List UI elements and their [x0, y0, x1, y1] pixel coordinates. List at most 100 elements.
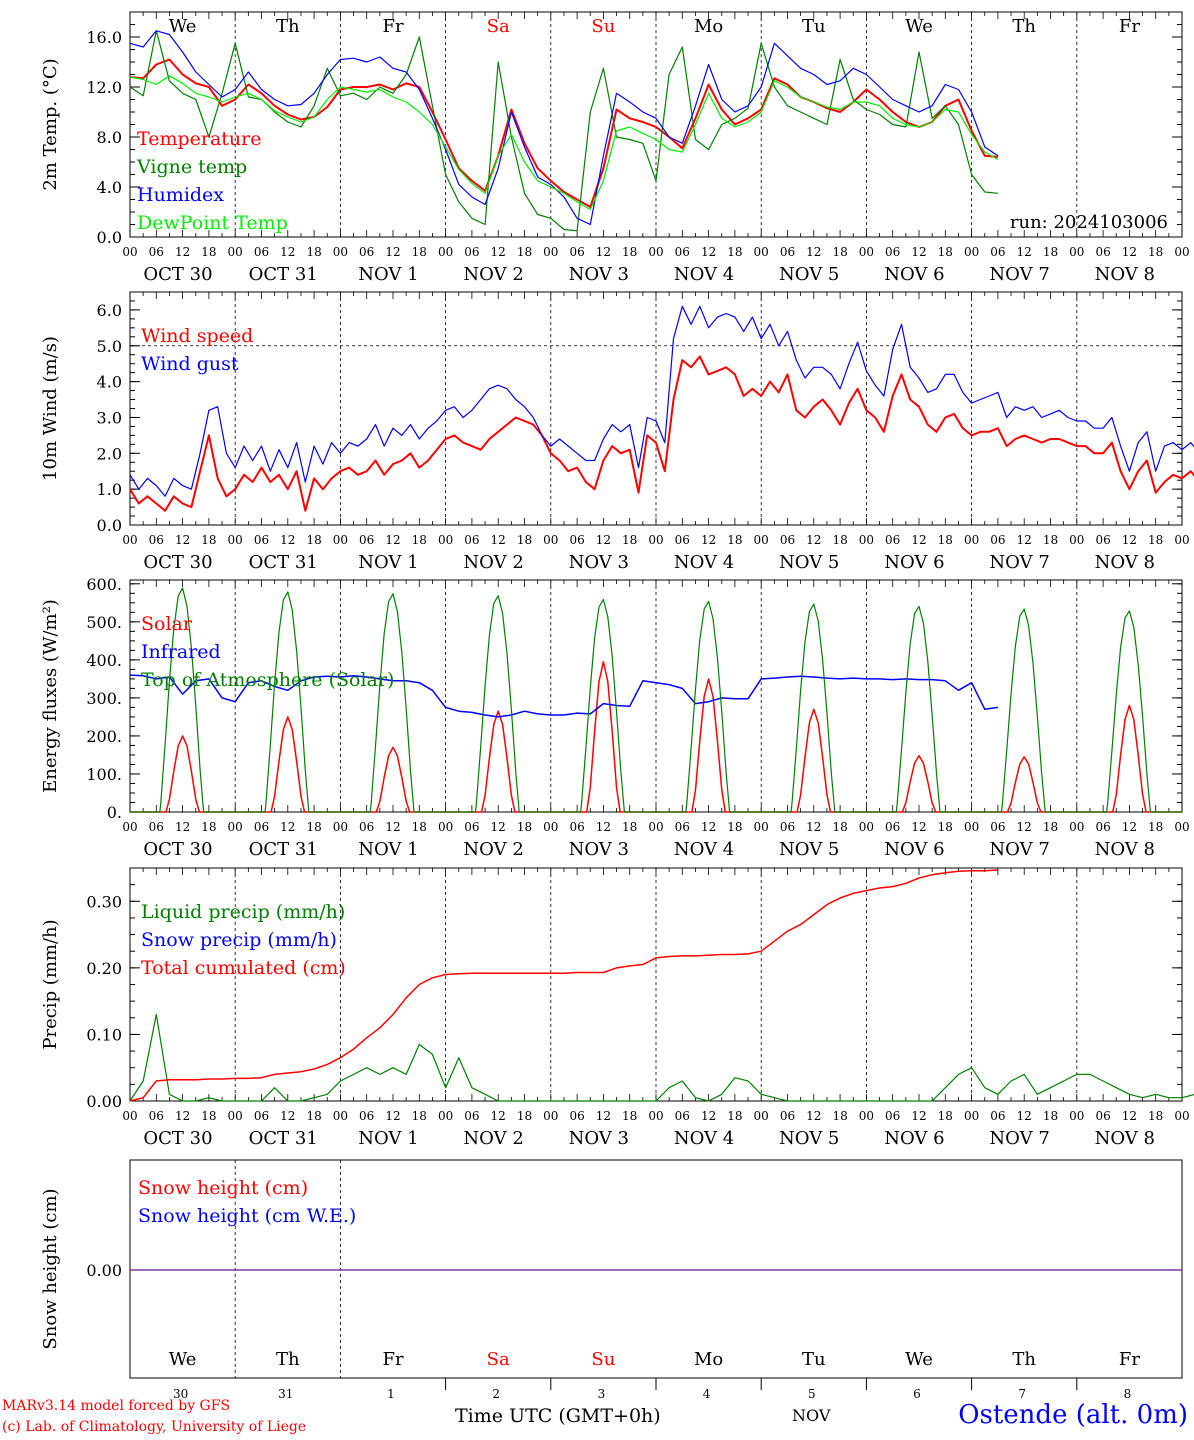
hour-label: 06 [885, 820, 900, 834]
hour-label: 06 [254, 1109, 269, 1123]
weekday-label: We [169, 16, 197, 37]
hour-label: 06 [885, 245, 900, 259]
y-axis-title: Snow height (cm) [40, 1188, 61, 1349]
hour-label: 12 [1122, 820, 1137, 834]
hour-label: 18 [1043, 1109, 1058, 1123]
y-axis-title: Precip (mm/h) [40, 919, 61, 1049]
hour-label: 12 [596, 533, 611, 547]
date-label: NOV 1 [358, 264, 418, 285]
weekday-label: We [905, 16, 933, 37]
series-line-liquid-precip-mm-h- [129, 1013, 1194, 1102]
hour-label: 12 [175, 245, 190, 259]
hour-label: 12 [806, 820, 821, 834]
hour-label: 18 [201, 245, 216, 259]
hour-label: 12 [175, 820, 190, 834]
date-label: NOV 6 [884, 839, 944, 860]
hour-label: 00 [754, 245, 769, 259]
hour-label: 06 [1095, 820, 1110, 834]
hour-label: 18 [517, 820, 532, 834]
hour-label: 00 [964, 820, 979, 834]
hour-label: 00 [1069, 533, 1084, 547]
date-label: OCT 30 [143, 839, 212, 860]
y-tick-label: 0.10 [86, 1025, 122, 1044]
legend-entry: Solar [141, 613, 193, 635]
hour-label: 06 [569, 245, 584, 259]
y-tick-label: 0.30 [86, 892, 122, 911]
legend-entry: Snow height (cm W.E.) [138, 1205, 356, 1227]
date-label: OCT 31 [249, 264, 318, 285]
hour-label: 12 [911, 533, 926, 547]
date-label: NOV 6 [884, 264, 944, 285]
hour-label: 00 [122, 820, 137, 834]
y-tick-label: 0. [107, 803, 122, 822]
series-line-wind-gust [129, 305, 1194, 497]
hour-label: 18 [201, 820, 216, 834]
y-tick-label: 4.0 [97, 373, 122, 392]
hour-label: 00 [228, 533, 243, 547]
legend-entry: Top of Atmosphere (Solar) [141, 669, 394, 691]
weekday-label: Th [276, 1349, 300, 1370]
hour-label: 12 [491, 820, 506, 834]
hour-label: 12 [596, 245, 611, 259]
hour-label: 12 [1122, 533, 1137, 547]
date-label: NOV 5 [779, 552, 839, 573]
day-number-label: 2 [492, 1387, 500, 1401]
y-tick-label: 0.0 [97, 516, 122, 535]
series-line-dewpoint-temp [129, 75, 999, 211]
hour-label: 00 [543, 1109, 558, 1123]
day-number-label: 6 [913, 1387, 921, 1401]
y-tick-label: 16.0 [86, 28, 122, 47]
hour-label: 06 [780, 820, 795, 834]
date-label: NOV 4 [674, 552, 734, 573]
weekday-label: Su [591, 16, 615, 37]
weekday-label: Fr [382, 16, 403, 37]
date-label: NOV 4 [674, 1128, 734, 1149]
weekday-label: Su [591, 1349, 615, 1370]
hour-label: 00 [228, 245, 243, 259]
y-tick-label: 500. [86, 613, 122, 632]
y-tick-label: 4.0 [97, 178, 122, 197]
hour-label: 06 [1095, 245, 1110, 259]
hour-label: 00 [964, 245, 979, 259]
hour-label: 00 [228, 1109, 243, 1123]
hour-label: 06 [569, 820, 584, 834]
hour-label: 06 [780, 533, 795, 547]
hour-label: 00 [438, 820, 453, 834]
hour-label: 18 [622, 245, 637, 259]
hour-label: 06 [149, 533, 164, 547]
y-tick-label: 200. [86, 727, 122, 746]
legend-entry: Vigne temp [136, 156, 247, 178]
hour-label: 06 [990, 1109, 1005, 1123]
hour-label: 18 [1148, 1109, 1163, 1123]
hour-label: 00 [333, 1109, 348, 1123]
hour-label: 12 [1122, 1109, 1137, 1123]
legend-entry: Snow height (cm) [138, 1177, 308, 1199]
hour-label: 12 [385, 245, 400, 259]
hour-label: 00 [122, 533, 137, 547]
date-label: NOV 1 [358, 839, 418, 860]
legend-entry: Wind gust [141, 353, 239, 375]
weekday-label: Sa [487, 16, 510, 37]
hour-label: 00 [438, 245, 453, 259]
y-tick-label: 1.0 [97, 480, 122, 499]
hour-label: 00 [1069, 1109, 1084, 1123]
hour-label: 00 [964, 1109, 979, 1123]
hour-label: 18 [832, 533, 847, 547]
legend-entry: Infrared [141, 641, 221, 663]
date-label: OCT 30 [143, 1128, 212, 1149]
hour-label: 00 [754, 820, 769, 834]
day-number-label: 3 [598, 1387, 606, 1401]
hour-label: 06 [1095, 1109, 1110, 1123]
panel-precip [129, 867, 1194, 1102]
run-label: run: 2024103006 [1010, 212, 1168, 233]
weekday-label: Tu [802, 1349, 826, 1370]
hour-label: 18 [306, 1109, 321, 1123]
y-axis-title: Energy fluxes (W/m²) [40, 599, 61, 793]
hour-label: 18 [832, 1109, 847, 1123]
series-line-total-cumulated-cm- [129, 869, 998, 1102]
date-label: NOV 8 [1095, 839, 1155, 860]
date-label: NOV 2 [463, 264, 523, 285]
series-line-wind-speed [129, 355, 1194, 512]
hour-label: 00 [228, 820, 243, 834]
